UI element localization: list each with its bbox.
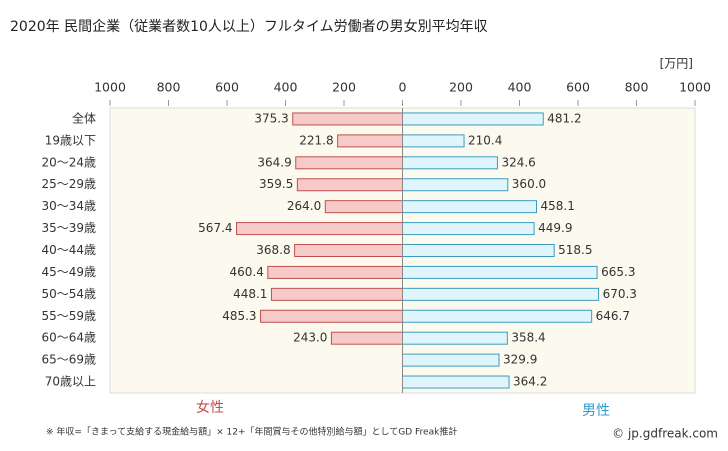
x-tick-label: 600 [566, 80, 590, 95]
y-tick-label: 55～59歳 [41, 309, 96, 323]
value-label: 665.3 [601, 265, 635, 279]
bar [402, 244, 555, 257]
bar [402, 178, 509, 192]
bar [402, 375, 510, 389]
value-label: 375.3 [254, 111, 288, 125]
y-tick-label: 30～34歳 [41, 199, 96, 213]
bar [402, 156, 498, 170]
value-label: 364.9 [257, 155, 291, 169]
y-tick-label: 45～49歳 [41, 265, 96, 279]
y-tick-label: 65～69歳 [41, 353, 96, 367]
y-tick-label: 19歳以下 [45, 133, 96, 147]
value-label: 646.7 [596, 309, 630, 323]
value-label: 360.0 [512, 177, 546, 191]
y-tick-label: 60～64歳 [41, 331, 96, 345]
value-label: 368.8 [256, 243, 290, 257]
bar [402, 134, 465, 148]
bar [402, 309, 593, 323]
footnote: ※ 年収=「きまって支給する現金給与額」× 12+「年間賞与その他特別給与額」と… [46, 426, 457, 438]
x-tick-label: 0 [399, 80, 407, 95]
value-label: 449.9 [538, 221, 572, 235]
value-label: 324.6 [501, 155, 535, 169]
y-tick-label: 20～24歳 [41, 155, 96, 169]
bar [236, 222, 403, 236]
bar [337, 134, 404, 148]
x-tick-label: 200 [332, 80, 356, 95]
y-tick-label: 40～44歳 [41, 243, 96, 257]
value-label: 221.8 [299, 133, 333, 147]
bar [330, 331, 403, 345]
bar [294, 244, 404, 257]
x-tick-label: 1000 [94, 80, 126, 95]
value-label: 481.2 [547, 111, 581, 125]
bar [402, 331, 508, 345]
y-tick-label: 25～29歳 [41, 177, 96, 191]
x-tick-label: 400 [508, 80, 532, 95]
x-tick-label: 400 [274, 80, 298, 95]
value-label: 364.2 [513, 375, 547, 389]
bar [402, 287, 600, 301]
bar [402, 200, 537, 214]
value-label: 458.1 [540, 199, 574, 213]
value-label: 358.4 [511, 331, 545, 345]
legend-label: 女性 [196, 399, 224, 416]
bar [292, 112, 404, 126]
bar [267, 265, 404, 279]
value-label: 264.0 [287, 199, 321, 213]
chart-title: 2020年 民間企業（従業者数10人以上）フルタイム労働者の男女別平均年収 [10, 18, 488, 35]
y-tick-label: 70歳以上 [45, 375, 96, 389]
x-tick-label: 200 [449, 80, 473, 95]
bar [270, 287, 403, 301]
x-tick-label: 800 [157, 80, 181, 95]
x-tick-label: 600 [215, 80, 239, 95]
value-label: 210.4 [468, 133, 502, 147]
value-label: 243.0 [293, 331, 327, 345]
x-tick-label: 1000 [679, 80, 711, 95]
y-tick-label: 全体 [72, 110, 96, 125]
bar [402, 222, 535, 236]
value-label: 670.3 [603, 287, 637, 301]
x-tick-label: 800 [625, 80, 649, 95]
bar [295, 156, 404, 170]
y-tick-label: 50～54歳 [41, 287, 96, 301]
bar [324, 200, 403, 214]
bar [260, 309, 403, 323]
value-label: 460.4 [229, 265, 263, 279]
value-label: 567.4 [198, 221, 232, 235]
unit-label: [万円] [660, 57, 693, 71]
value-label: 329.9 [503, 353, 537, 367]
bar [402, 112, 544, 126]
bar [402, 265, 598, 279]
credit: © jp.gdfreak.com [612, 427, 718, 441]
value-label: 485.3 [222, 309, 256, 323]
legend-label: 男性 [582, 403, 610, 419]
value-label: 518.5 [558, 243, 592, 257]
bar [402, 353, 500, 367]
y-tick-label: 35～39歳 [41, 221, 96, 235]
bar [296, 178, 403, 192]
value-label: 359.5 [259, 177, 293, 191]
value-label: 448.1 [233, 287, 267, 301]
